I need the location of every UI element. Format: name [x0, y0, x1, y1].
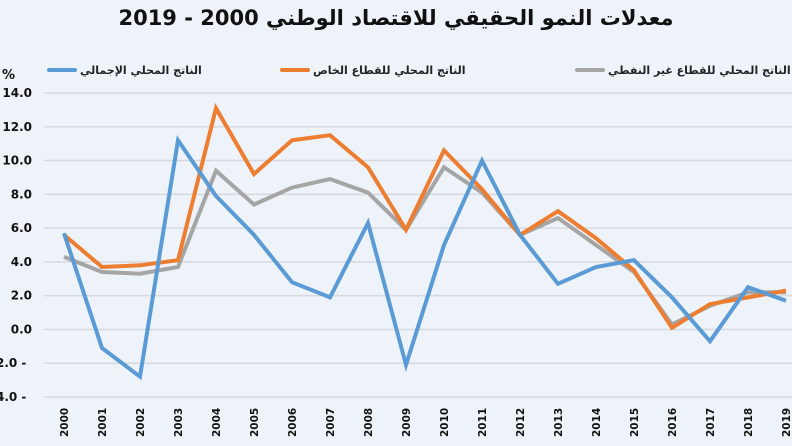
- x-tick-label: 2010: [439, 408, 451, 437]
- y-axis-ticks: 14.0 12.0 10.0 8.0 6.0 4.0 2.0 0.0 2.0 - 4.0 -: [0, 86, 32, 404]
- x-tick-label: 2012: [515, 408, 527, 437]
- x-tick-label: 2003: [173, 408, 185, 437]
- series-line-private: [62, 102, 787, 331]
- legend-swatch-private: [280, 68, 310, 72]
- legend-label-non-oil: الناتج المحلي للقطاع غير النفطي: [608, 63, 791, 77]
- x-tick-label: 2006: [287, 408, 299, 437]
- x-tick-label: 2013: [553, 408, 565, 437]
- x-tick-label: 2005: [249, 408, 261, 437]
- y-tick-label: 4.0: [11, 255, 32, 269]
- legend-swatch-gdp: [47, 68, 77, 72]
- gridlines: [44, 92, 792, 398]
- x-tick-label: 2016: [667, 408, 679, 437]
- chart-title: معدلات النمو الحقيقي للاقتصاد الوطني 200…: [118, 6, 674, 30]
- y-tick-label: 10.0: [2, 154, 32, 168]
- legend-item-non-oil: الناتج المحلي للقطاع غير النفطي: [575, 62, 791, 78]
- series-lines: [62, 102, 787, 381]
- x-tick-label: 2007: [325, 408, 337, 437]
- x-tick-label: 2017: [705, 408, 717, 437]
- x-axis-ticks: 2000 2001 2002 2003 2004 2005 2006 2007 2008 2009…: [59, 408, 792, 437]
- legend-label-private: الناتج المحلي للقطاع الخاص: [313, 63, 466, 77]
- x-tick-label: 2004: [211, 408, 223, 437]
- x-tick-label: 2002: [135, 408, 147, 437]
- y-tick-label: 6.0: [11, 221, 32, 235]
- y-tick-label: 2.0 -: [0, 356, 26, 370]
- x-tick-label: 2008: [363, 408, 375, 437]
- y-tick-label: 4.0 -: [0, 390, 26, 404]
- y-tick-label: 8.0: [11, 187, 32, 201]
- x-tick-label: 2011: [477, 408, 489, 437]
- y-tick-label: 2.0: [11, 289, 32, 303]
- x-tick-label: 2018: [743, 408, 755, 437]
- legend-swatch-non-oil: [575, 68, 605, 72]
- legend-item-private: الناتج المحلي للقطاع الخاص: [280, 62, 466, 78]
- x-tick-label: 2009: [401, 408, 413, 437]
- x-tick-label: 2019: [781, 408, 792, 437]
- y-tick-label: 12.0: [2, 120, 32, 134]
- x-tick-label: 2001: [97, 408, 109, 437]
- y-tick-label: 14.0: [2, 86, 32, 100]
- x-tick-label: 2000: [59, 408, 71, 437]
- legend-label-gdp: الناتج المحلي الإجمالي: [80, 63, 202, 77]
- x-tick-label: 2015: [629, 408, 641, 437]
- y-axis-unit-label: %: [2, 68, 15, 83]
- x-tick-label: 2014: [591, 408, 603, 437]
- y-tick-label: 0.0: [11, 322, 32, 336]
- legend-item-gdp: الناتج المحلي الإجمالي: [47, 62, 202, 78]
- series-line-gdp: [62, 135, 787, 381]
